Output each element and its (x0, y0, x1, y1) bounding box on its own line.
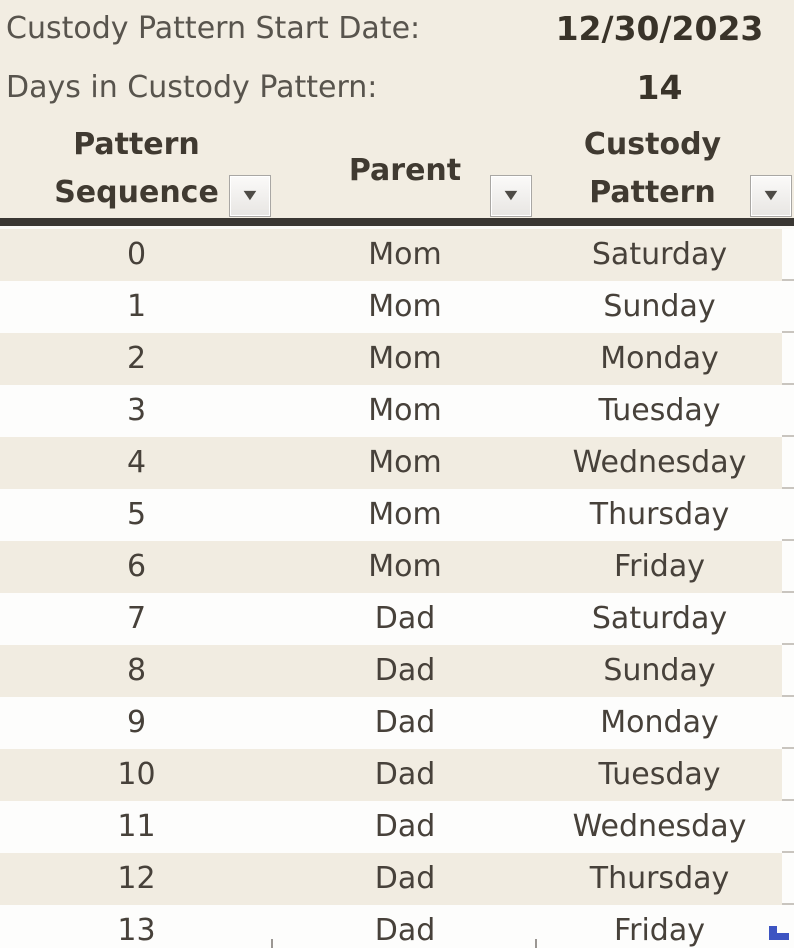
cell-parent[interactable]: Dad (374, 757, 436, 792)
filter-button-custody-pattern[interactable]: ▼ (750, 175, 792, 217)
column-header-label: Pattern (73, 127, 200, 162)
cell-sequence[interactable]: 3 (126, 393, 147, 428)
cell-custody-pattern[interactable]: Thursday (589, 497, 730, 532)
table-row: 5 Mom Thursday (0, 489, 782, 541)
cell-custody-pattern[interactable]: Thursday (589, 861, 730, 896)
table-row: 11 Dad Wednesday (0, 801, 782, 853)
selection-corner-mark (769, 933, 789, 940)
table-row: 7 Dad Saturday (0, 593, 782, 645)
cell-parent[interactable]: Mom (368, 445, 442, 480)
cell-parent[interactable]: Mom (368, 497, 442, 532)
cell-custody-pattern[interactable]: Saturday (591, 601, 728, 636)
table-body: 0 Mom Saturday 1 Mom Sunday 2 Mom Monday… (0, 229, 782, 948)
column-header-label: Sequence (54, 175, 219, 210)
cell-sequence[interactable]: 0 (126, 237, 147, 272)
table-row: 10 Dad Tuesday (0, 749, 782, 801)
column-header-label: Custody (583, 127, 722, 162)
cell-custody-pattern[interactable]: Monday (600, 341, 719, 376)
cell-custody-pattern[interactable]: Sunday (603, 653, 716, 688)
cell-parent[interactable]: Mom (368, 289, 442, 324)
table-row: 8 Dad Sunday (0, 645, 782, 697)
cell-sequence[interactable]: 5 (126, 497, 147, 532)
cell-parent[interactable]: Dad (374, 705, 436, 740)
cell-sequence[interactable]: 13 (117, 913, 156, 948)
column-gridline-tick (535, 939, 537, 948)
column-gridline-tick (271, 939, 273, 948)
table-row: 3 Mom Tuesday (0, 385, 782, 437)
table-row: 9 Dad Monday (0, 697, 782, 749)
days-in-pattern-label: Days in Custody Pattern: (6, 70, 378, 105)
column-header-parent: Parent ▼ (273, 115, 537, 218)
cell-custody-pattern[interactable]: Wednesday (572, 809, 747, 844)
column-header-label: Parent (348, 153, 462, 188)
cell-custody-pattern[interactable]: Tuesday (598, 757, 721, 792)
cell-sequence[interactable]: 1 (126, 289, 147, 324)
header-gap-line (0, 226, 794, 229)
cell-custody-pattern[interactable]: Sunday (603, 289, 716, 324)
table-row: 12 Dad Thursday (0, 853, 782, 905)
filter-dropdown-icon: ▼ (760, 187, 782, 204)
cell-custody-pattern[interactable]: Tuesday (598, 393, 721, 428)
cell-custody-pattern[interactable]: Friday (614, 913, 705, 948)
table-row: 1 Mom Sunday (0, 281, 782, 333)
cell-parent[interactable]: Dad (374, 913, 436, 948)
filter-button-pattern-sequence[interactable]: ▼ (229, 175, 271, 217)
selection-corner-mark (769, 926, 777, 936)
cell-sequence[interactable]: 2 (126, 341, 147, 376)
cell-sequence[interactable]: 9 (126, 705, 147, 740)
cell-custody-pattern[interactable]: Saturday (591, 237, 728, 272)
cell-parent[interactable]: Mom (368, 549, 442, 584)
table-header-row: Pattern Sequence ▼ Parent ▼ Custody Patt… (0, 115, 794, 218)
cell-sequence[interactable]: 8 (126, 653, 147, 688)
table-row: 6 Mom Friday (0, 541, 782, 593)
cell-sequence[interactable]: 7 (126, 601, 147, 636)
cell-custody-pattern[interactable]: Monday (600, 705, 719, 740)
table-row: 2 Mom Monday (0, 333, 782, 385)
start-date-value[interactable]: 12/30/2023 (555, 9, 764, 48)
column-header-custody-pattern: Custody Pattern ▼ (537, 115, 794, 218)
cell-sequence[interactable]: 6 (126, 549, 147, 584)
table-row: 0 Mom Saturday (0, 229, 782, 281)
cell-sequence[interactable]: 4 (126, 445, 147, 480)
column-header-label: Pattern (589, 175, 716, 210)
cell-sequence[interactable]: 12 (117, 861, 156, 896)
header-bottom-rule (0, 218, 794, 226)
table-row: 4 Mom Wednesday (0, 437, 782, 489)
cell-parent[interactable]: Dad (374, 601, 436, 636)
cell-parent[interactable]: Dad (374, 653, 436, 688)
cell-parent[interactable]: Dad (374, 861, 436, 896)
column-header-pattern-sequence: Pattern Sequence ▼ (0, 115, 273, 218)
start-date-label: Custody Pattern Start Date: (6, 11, 421, 46)
days-in-pattern-value[interactable]: 14 (636, 68, 683, 107)
cell-sequence[interactable]: 10 (117, 757, 156, 792)
cell-custody-pattern[interactable]: Wednesday (572, 445, 747, 480)
cell-custody-pattern[interactable]: Friday (614, 549, 705, 584)
table-row: 13 Dad Friday (0, 905, 782, 948)
cell-parent[interactable]: Mom (368, 237, 442, 272)
cell-sequence[interactable]: 11 (117, 809, 156, 844)
cell-parent[interactable]: Mom (368, 341, 442, 376)
cell-parent[interactable]: Dad (374, 809, 436, 844)
gridline-gutter (782, 229, 794, 948)
filter-dropdown-icon: ▼ (500, 187, 522, 204)
filter-dropdown-icon: ▼ (239, 187, 261, 204)
cell-parent[interactable]: Mom (368, 393, 442, 428)
filter-button-parent[interactable]: ▼ (490, 175, 532, 217)
